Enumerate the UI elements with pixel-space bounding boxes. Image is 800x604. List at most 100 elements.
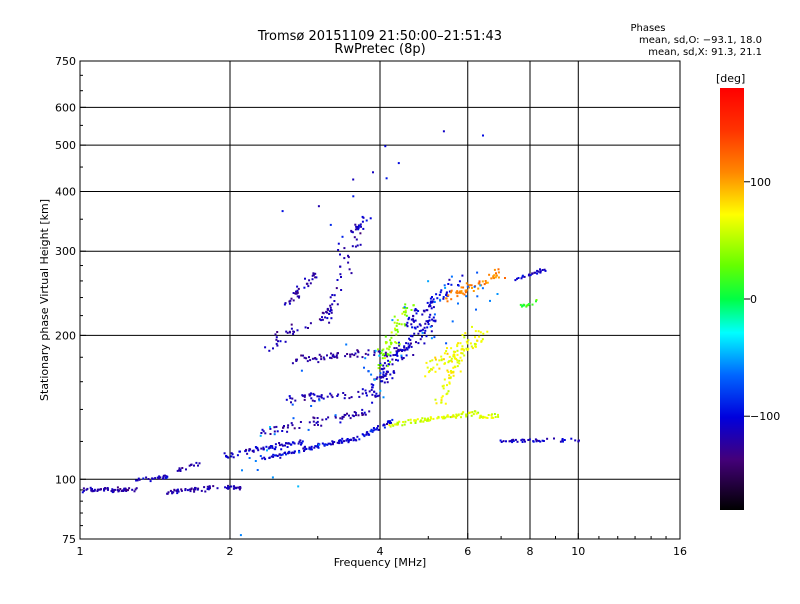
echo-point	[320, 355, 323, 358]
echo-point	[300, 369, 303, 372]
echo-point	[444, 402, 447, 405]
echo-point	[329, 306, 332, 309]
echo-point	[362, 227, 365, 230]
echo-point	[468, 286, 470, 289]
echo-point	[159, 476, 162, 479]
echo-point	[391, 363, 394, 366]
echo-point	[90, 489, 93, 492]
echo-point	[427, 417, 430, 420]
echo-point	[330, 317, 333, 320]
echo-point	[262, 448, 265, 451]
echo-point	[223, 452, 226, 455]
echo-point	[315, 445, 318, 448]
echo-point	[474, 336, 476, 339]
echo-point	[259, 434, 262, 437]
echo-point	[230, 455, 233, 458]
echo-point	[365, 219, 368, 222]
echo-point	[281, 210, 284, 213]
echo-point	[461, 292, 464, 295]
echo-point	[331, 396, 334, 399]
echo-point	[403, 423, 406, 426]
echo-point	[442, 297, 445, 300]
echo-point	[371, 393, 374, 396]
echo-point	[397, 349, 400, 352]
echo-point	[407, 345, 410, 348]
echo-point	[410, 323, 413, 326]
echo-point	[308, 447, 311, 450]
echo-point	[450, 283, 453, 286]
echo-point	[424, 375, 427, 378]
echo-point	[147, 478, 150, 480]
echo-point	[446, 392, 449, 395]
echo-point	[474, 345, 477, 348]
echo-point	[368, 410, 371, 413]
echo-point	[404, 311, 407, 314]
echo-point	[287, 452, 289, 455]
echo-point	[442, 384, 445, 387]
echo-point	[488, 273, 491, 276]
echo-point	[406, 348, 409, 351]
echo-point	[439, 291, 442, 294]
echo-point	[561, 438, 564, 440]
echo-point	[277, 340, 279, 343]
echo-point	[316, 417, 319, 419]
echo-point	[434, 320, 437, 323]
echo-point	[381, 357, 384, 360]
y-axis-label: Stationary phase Virtual Height [km]	[38, 199, 51, 401]
echo-point	[96, 490, 99, 492]
echo-point	[189, 490, 192, 493]
echo-point	[438, 359, 441, 362]
echo-point	[384, 374, 387, 377]
echo-point	[377, 367, 380, 370]
echo-point	[346, 353, 349, 355]
echo-point	[297, 287, 300, 290]
echo-point	[169, 489, 172, 492]
echo-point	[340, 440, 343, 443]
echo-point	[329, 392, 332, 395]
x-tick-label: 16	[673, 545, 687, 558]
echo-point	[367, 349, 370, 352]
echo-point	[440, 355, 443, 358]
echo-point	[298, 296, 300, 299]
echo-point	[463, 293, 466, 296]
echo-point	[274, 446, 277, 449]
echo-point	[406, 325, 409, 328]
echo-point	[357, 414, 360, 417]
echo-point	[409, 418, 412, 421]
echo-point	[476, 271, 479, 274]
echo-point	[528, 303, 531, 305]
echo-point	[413, 419, 416, 422]
echo-point	[292, 299, 295, 302]
echo-point	[254, 460, 257, 462]
echo-point	[432, 298, 435, 301]
echo-point	[444, 362, 446, 365]
echo-point	[417, 342, 420, 345]
echo-point	[511, 441, 514, 444]
echo-point	[450, 291, 452, 294]
echo-point	[336, 279, 339, 281]
echo-point	[444, 416, 447, 419]
echo-point	[455, 413, 458, 416]
echo-point	[284, 340, 287, 343]
echo-point	[83, 489, 85, 492]
echo-point	[264, 346, 267, 349]
echo-point	[207, 488, 210, 491]
echo-point	[456, 343, 459, 346]
echo-point	[386, 355, 389, 358]
echo-point	[179, 468, 182, 471]
echo-point	[288, 395, 291, 398]
echo-point	[386, 365, 389, 368]
echo-point	[472, 413, 475, 416]
echo-point	[294, 292, 297, 295]
echo-point	[334, 416, 337, 419]
echo-point	[432, 366, 435, 369]
echo-point	[304, 326, 307, 329]
echo-point	[359, 223, 362, 226]
echo-point	[420, 329, 423, 332]
echo-point	[383, 354, 386, 357]
echo-point	[224, 486, 227, 489]
echo-point	[291, 397, 294, 400]
echo-point	[361, 215, 364, 218]
echo-point	[398, 420, 401, 423]
echo-point	[271, 446, 274, 449]
